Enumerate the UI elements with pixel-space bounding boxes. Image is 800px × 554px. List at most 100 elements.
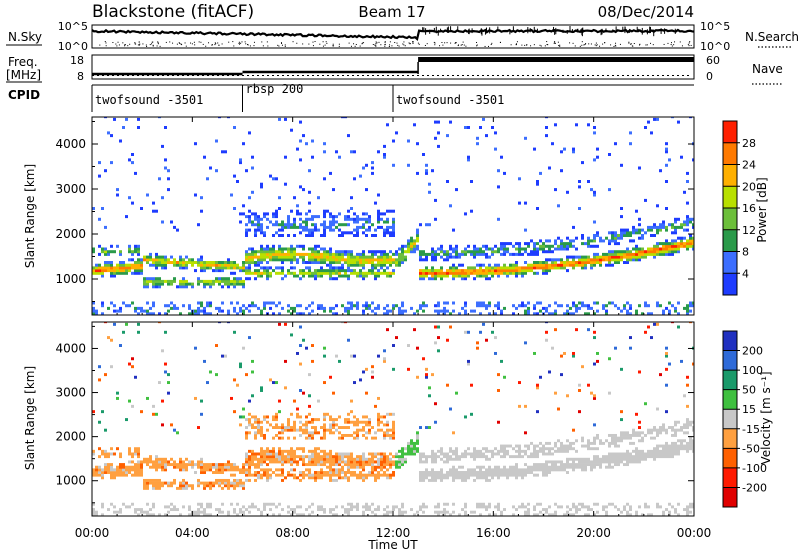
noise-search-dot bbox=[476, 41, 478, 43]
velocity-cell bbox=[359, 463, 362, 467]
velocity-cell bbox=[665, 449, 668, 453]
power-cell bbox=[497, 185, 500, 189]
power-cell bbox=[362, 212, 365, 216]
power-cell bbox=[272, 250, 275, 254]
velocity-cell bbox=[494, 513, 497, 516]
velocity-cell bbox=[683, 508, 686, 512]
velocity-cell bbox=[224, 354, 227, 358]
power-cell bbox=[635, 258, 638, 262]
velocity-cell bbox=[587, 328, 590, 332]
noise-search-dot bbox=[267, 45, 269, 47]
velocity-cell bbox=[293, 468, 296, 472]
velocity-cell bbox=[290, 452, 293, 456]
velocity-cell bbox=[449, 325, 452, 329]
power-cell bbox=[185, 261, 188, 264]
nave-dot bbox=[97, 75, 99, 76]
power-cell bbox=[185, 285, 188, 289]
power-cell bbox=[296, 274, 299, 278]
power-cell bbox=[203, 306, 206, 310]
noise-spike bbox=[600, 29, 602, 36]
power-cell bbox=[233, 306, 236, 310]
velocity-cell bbox=[308, 457, 311, 461]
power-cell bbox=[227, 258, 230, 262]
power-cell bbox=[500, 312, 503, 315]
velocity-cell bbox=[194, 513, 197, 516]
velocity-cell bbox=[104, 373, 107, 377]
velocity-cell bbox=[254, 505, 257, 509]
velocity-cell bbox=[392, 471, 395, 474]
power-cell bbox=[401, 250, 404, 254]
power-cell bbox=[497, 271, 500, 275]
power-cell bbox=[347, 217, 350, 221]
power-cell bbox=[92, 250, 95, 254]
velocity-cell bbox=[641, 452, 644, 456]
power-cell bbox=[665, 306, 668, 310]
velocity-cell bbox=[635, 455, 638, 459]
power-cell bbox=[473, 309, 476, 313]
velocity-cell bbox=[554, 510, 557, 514]
power-cell bbox=[350, 150, 353, 154]
velocity-cell bbox=[287, 423, 290, 427]
power-cell bbox=[179, 258, 182, 262]
power-cell bbox=[659, 225, 662, 229]
velocity-cell bbox=[146, 460, 149, 464]
velocity-cell bbox=[266, 471, 269, 474]
noise-search-dot bbox=[312, 45, 314, 47]
power-cell bbox=[692, 301, 694, 305]
velocity-cell bbox=[248, 460, 251, 464]
power-cell bbox=[131, 201, 134, 205]
power-cell bbox=[677, 217, 680, 221]
power-cell bbox=[428, 223, 431, 227]
velocity-cell bbox=[431, 452, 434, 456]
velocity-cell bbox=[644, 433, 647, 437]
power-cell bbox=[257, 228, 260, 232]
power-cell bbox=[422, 304, 425, 308]
power-cell bbox=[167, 177, 170, 181]
noise-spike bbox=[580, 29, 582, 34]
power-cell bbox=[299, 185, 302, 189]
velocity-cell bbox=[533, 465, 536, 469]
velocity-cell bbox=[392, 428, 395, 432]
power-cell bbox=[377, 225, 380, 229]
power-cell bbox=[629, 304, 632, 308]
velocity-cell bbox=[671, 441, 674, 445]
power-cell bbox=[554, 188, 557, 192]
power-cell bbox=[344, 309, 347, 313]
velocity-cell bbox=[146, 484, 149, 488]
power-cell bbox=[146, 282, 149, 286]
nave-dot bbox=[607, 75, 609, 76]
velocity-cell bbox=[161, 481, 164, 485]
velocity-cell bbox=[347, 426, 350, 429]
power-cell bbox=[443, 274, 446, 278]
velocity-cell bbox=[344, 476, 347, 480]
velocity-cell bbox=[335, 428, 338, 432]
velocity-cell bbox=[146, 481, 149, 485]
velocity-cell bbox=[470, 510, 473, 514]
velocity-cell bbox=[401, 502, 404, 506]
power-cell bbox=[608, 231, 611, 235]
velocity-cell bbox=[425, 426, 428, 429]
noise-spike bbox=[653, 29, 655, 37]
velocity-cell bbox=[473, 468, 476, 472]
velocity-cell bbox=[377, 505, 380, 509]
power-cell bbox=[203, 309, 206, 313]
power-cell bbox=[233, 309, 236, 313]
power-cell bbox=[113, 269, 116, 273]
velocity-cell bbox=[353, 460, 356, 464]
noise-search-dot bbox=[105, 42, 107, 44]
power-cell bbox=[344, 117, 347, 119]
velocity-cell bbox=[368, 423, 371, 427]
noise-search-dot bbox=[554, 41, 556, 43]
power-cell bbox=[317, 269, 320, 273]
velocity-cell bbox=[656, 455, 659, 459]
velocity-cell bbox=[638, 370, 641, 374]
noise-search-dot bbox=[539, 44, 541, 46]
power-cell bbox=[308, 304, 311, 308]
velocity-cell bbox=[101, 473, 104, 477]
velocity-cell bbox=[338, 463, 341, 467]
velocity-cell bbox=[443, 510, 446, 514]
velocity-cell bbox=[668, 362, 671, 366]
velocity-cell bbox=[527, 447, 530, 451]
velocity-cell bbox=[473, 457, 476, 461]
velocity-cell bbox=[173, 505, 176, 509]
